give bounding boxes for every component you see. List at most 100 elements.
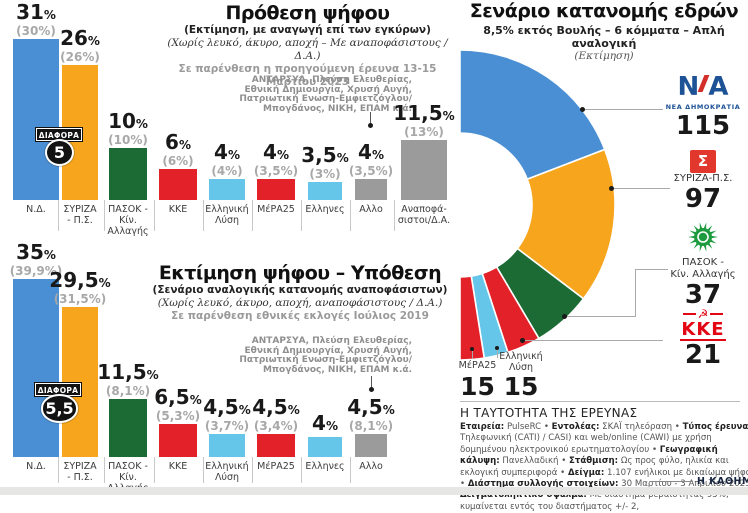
category-separator-6	[350, 457, 351, 483]
bar-value-labels-3: 6% (6%)	[133, 132, 223, 168]
donut-label-elliniki-lisi: Ελληνική Λύση	[499, 351, 543, 373]
bar-category-label-4: Ελληνική Λύση	[205, 461, 249, 483]
leader-line-kke	[523, 340, 663, 341]
bar-category-label-8: Αναποφά-σιστοι/Δ.Α.	[397, 204, 451, 226]
bar-value-label: 26%	[60, 26, 100, 50]
bar-category-label-1: ΣΥΡΙΖΑ - Π.Σ.	[63, 461, 97, 483]
bar-category-label-0: Ν.Δ.	[26, 461, 46, 472]
leader-line-nd	[583, 109, 663, 110]
party-block-pasok: ΠΑΣΟΚ - Κίν. Αλλαγής 37	[655, 221, 748, 309]
bar-prev-label: (8,1%)	[348, 419, 394, 433]
leader-dot-syriza	[609, 186, 614, 191]
tick-mera25	[472, 351, 473, 359]
research-heading: Η ΤΑΥΤΟΤΗΤΑ ΤΗΣ ΕΡΕΥΝΑΣ	[460, 406, 638, 420]
bar-value-labels-2: 11,5% (8,1%)	[83, 362, 173, 398]
donut-slice-5	[459, 275, 486, 361]
bar-value-label: 4%	[214, 140, 240, 164]
footer-rule	[650, 481, 692, 482]
annotation-connector-line	[370, 112, 371, 125]
vote-estimate-subtitle-italic: (Χωρίς λευκό, άκυρο, αποχή, αναποφάσιστο…	[157, 297, 443, 309]
leader-line-pasok-h1	[565, 316, 636, 317]
category-separator-6	[350, 200, 351, 231]
bar-value-label: 4%	[263, 140, 289, 164]
bar-value-labels-7: 4% (3,5%)	[326, 142, 416, 178]
bar-value-labels-6: 4%	[280, 413, 370, 436]
vote-intention-subtitle-italic: (Χωρίς λευκό, άκυρο, αποχή – Με αναποφάσ…	[167, 37, 448, 62]
seat-distribution-title: Σενάριο κατανομής εδρών	[469, 0, 739, 22]
annotation-connector-line-2	[371, 376, 372, 389]
vote-estimate-subtitle: (Σενάριο αναλογικής κατανομής αναποφάσισ…	[152, 284, 448, 296]
seats-nd: 115	[675, 111, 731, 141]
vote-estimate-header: Εκτίμηση ψήφου – Υπόθεση (Σενάριο αναλογ…	[150, 262, 450, 323]
bar-prev-label: (39,9%)	[9, 264, 63, 278]
category-separator-1	[104, 200, 105, 231]
seat-distribution-subtitle-italic: (Εκτίμηση)	[574, 50, 634, 62]
leader-line-pasok-h2	[635, 269, 668, 270]
vote-intention-chart: 31% (30%) Ν.Δ. 26% (26%) ΣΥΡΙΖΑ - Π.Σ. 10% (10%)…	[0, 0, 460, 240]
bar-value-label: 6,5%	[154, 385, 202, 409]
bar-prev-label: (8,1%)	[105, 384, 151, 398]
bar-prev-label: (3%)	[309, 167, 341, 181]
seats-syriza: 97	[684, 184, 722, 214]
bar-category-label-2: ΠΑΣΟΚ -Κίν. Αλλαγής	[107, 204, 149, 237]
bar-4	[209, 434, 245, 457]
bar-category-label-6: Ελληνες	[305, 204, 345, 215]
bar-value-labels-4: 4% (4%)	[182, 142, 272, 178]
bar-category-label-1: ΣΥΡΙΖΑ - Π.Σ.	[63, 204, 97, 226]
kke-logo-icon: ☭ ΚΚΕ	[655, 308, 748, 341]
bar-value-label: 11,5%	[393, 101, 455, 125]
bar-value-label: 3,5%	[301, 143, 349, 167]
bar-value-label: 31%	[16, 0, 56, 24]
seats-pasok: 37	[684, 280, 722, 310]
category-separator-2	[154, 200, 155, 231]
research-divider	[460, 401, 740, 402]
bar-4	[209, 179, 245, 200]
bar-3	[159, 169, 197, 200]
bar-value-label: 10%	[108, 109, 148, 133]
syriza-logo-icon: Σ	[690, 150, 716, 173]
research-body: Εταιρεία: PulseRC • Εντολέας: ΣΚΑΪ τηλεό…	[460, 422, 748, 512]
annotation-connector-dot-2	[369, 387, 374, 392]
bar-prev-label: (30%)	[16, 24, 56, 38]
seats-kke: 21	[684, 340, 722, 370]
bar-prev-label: (6%)	[162, 154, 194, 168]
bar-5	[257, 179, 295, 200]
seat-distribution-subtitle: 8,5% εκτός Βουλής – 6 κόμματα – Απλή ανα…	[483, 24, 725, 50]
bar-prev-label: (5,3%)	[155, 409, 201, 423]
party-label-syriza: ΣΥΡΙΖΑ-Π.Σ.	[673, 173, 733, 184]
bar-6	[308, 182, 342, 200]
bar-value-label: 29,5%	[49, 268, 111, 292]
category-separator-3	[203, 200, 204, 231]
donut-label-mera25: ΜέΡΑ25	[458, 360, 497, 371]
bar-value-label: 6%	[165, 130, 191, 154]
leader-dot-pasok	[562, 314, 567, 319]
bar-prev-label: (3,7%)	[204, 419, 250, 433]
bar-prev-label: (3,5%)	[253, 164, 299, 178]
bar-value-labels-0: 35% (39,9%)	[0, 242, 81, 278]
category-separator-7	[394, 200, 395, 231]
bar-prev-label: (4%)	[211, 164, 243, 178]
donut-seats-mera25: 15	[460, 372, 495, 401]
bar-value-labels-7: 4,5% (8,1%)	[326, 397, 416, 433]
seat-donut-chart	[459, 49, 616, 361]
bar-value-label: 4%	[312, 411, 338, 435]
bar-prev-label: (31,5%)	[53, 292, 107, 306]
newspaper-brand: Η ΚΑΘΗΜΕΡΙΝΗ	[697, 476, 748, 487]
bar-category-label-5: ΜέΡΑ25	[257, 461, 295, 472]
bar-0	[13, 279, 59, 457]
bar-value-labels-6: 3,5% (3%)	[280, 145, 370, 181]
bar-category-label-0: Ν.Δ.	[26, 204, 46, 215]
pasok-sun-icon	[688, 222, 718, 252]
bar-0	[13, 39, 59, 200]
party-label-pasok-1: ΠΑΣΟΚ -	[682, 257, 724, 268]
leader-dot-nd	[580, 107, 585, 112]
bar-category-label-5: ΜέΡΑ25	[257, 204, 295, 215]
hammer-sickle-icon: ☭	[697, 307, 709, 321]
tick-dot-elliniki-lisi	[495, 346, 499, 350]
annotation-connector-dot	[368, 123, 373, 128]
vote-intention-header: Πρόθεση ψήφου (Εκτίμηση, με αναγωγή επί …	[160, 2, 455, 89]
bar-prev-label: (10%)	[108, 133, 148, 147]
bar-value-labels-5: 4,5% (3,4%)	[231, 397, 321, 433]
page-edge-strip	[0, 487, 748, 495]
vote-intention-title: Πρόθεση ψήφου	[225, 2, 390, 24]
